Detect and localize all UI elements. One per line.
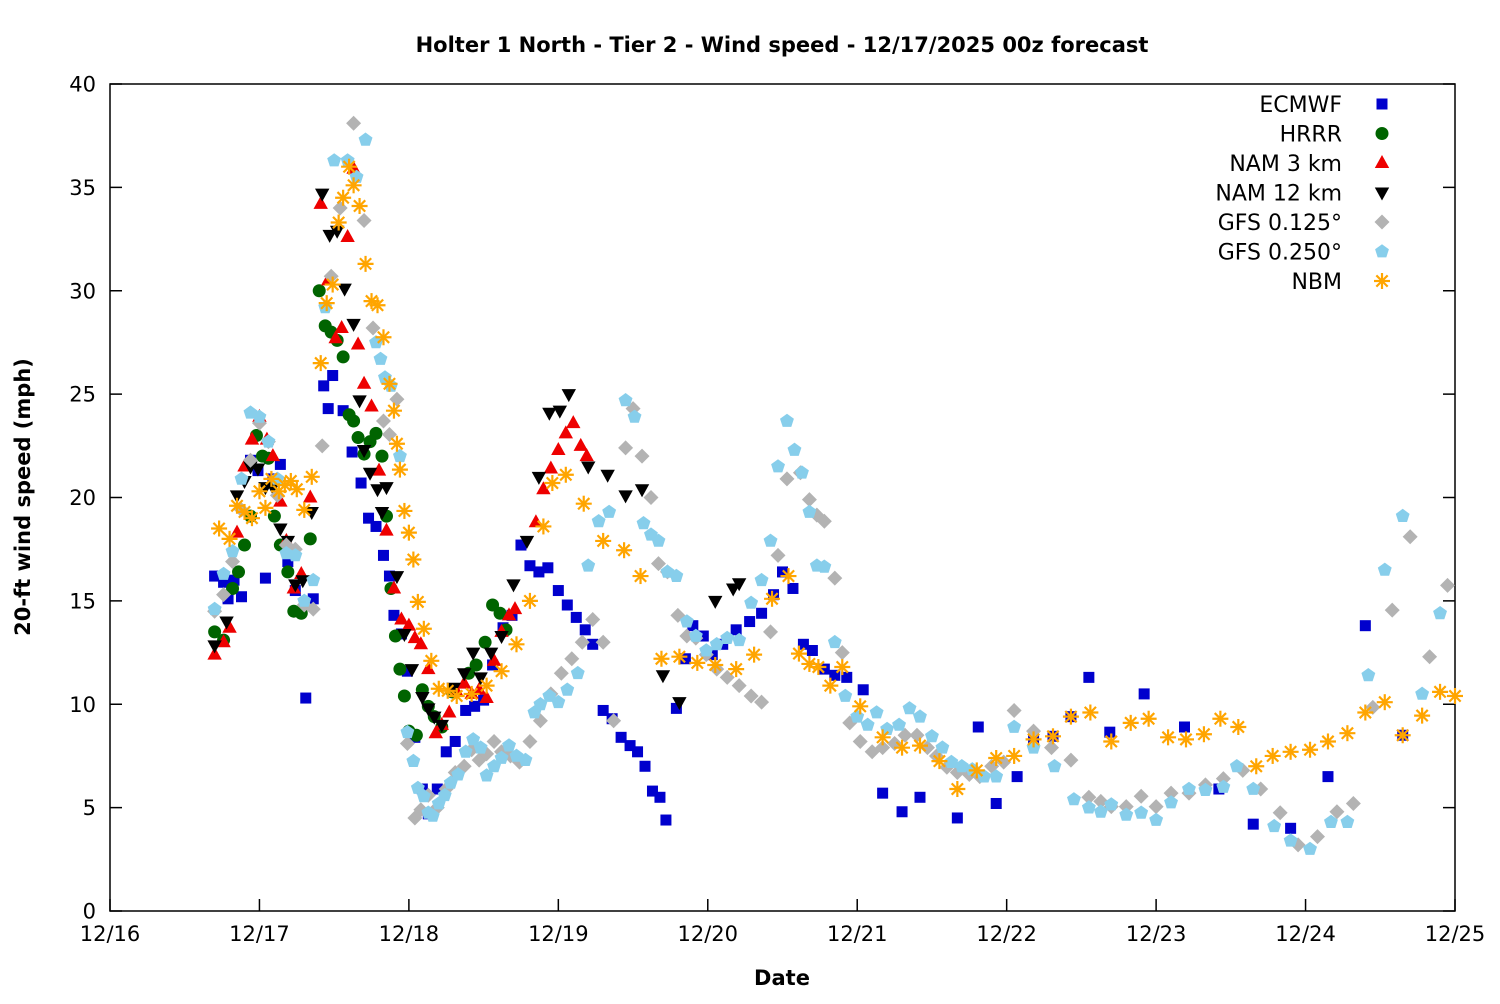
y-tick-label: 20 bbox=[69, 486, 96, 510]
series-gfs-0-250 bbox=[207, 132, 1447, 855]
x-tick-label: 12/20 bbox=[678, 922, 739, 946]
y-tick-label: 25 bbox=[69, 383, 96, 407]
x-axis-label: Date bbox=[754, 966, 810, 990]
y-tick-label: 30 bbox=[69, 279, 96, 303]
legend-entry-nam-3-km: NAM 3 km bbox=[1229, 152, 1390, 177]
series-nam-12-km bbox=[207, 188, 747, 733]
y-tick-label: 10 bbox=[69, 693, 96, 717]
legend-label-nam-12-km: NAM 12 km bbox=[1215, 182, 1342, 207]
legend-marker-hrrr-icon bbox=[1375, 127, 1389, 140]
x-tick-label: 12/16 bbox=[80, 922, 141, 946]
x-tick-labels: 12/16 12/17 12/18 12/19 12/20 12/21 12/22 12/23… bbox=[80, 922, 1486, 946]
axis-ticks bbox=[109, 83, 1456, 912]
legend-entry-gfs-0-125: GFS 0.125° bbox=[1218, 211, 1390, 236]
legend-label-gfs-0-250: GFS 0.250° bbox=[1218, 241, 1342, 266]
legend-marker-nam-3-km-icon bbox=[1374, 155, 1390, 168]
legend-label-ecmwf: ECMWF bbox=[1259, 93, 1342, 118]
legend-entry-nam-12-km: NAM 12 km bbox=[1215, 182, 1390, 207]
legend-entry-hrrr: HRRR bbox=[1280, 123, 1389, 148]
legend-label-nbm: NBM bbox=[1291, 270, 1342, 295]
legend-label-gfs-0-125: GFS 0.125° bbox=[1218, 211, 1342, 236]
y-axis-label: 20-ft wind speed (mph) bbox=[11, 358, 35, 636]
x-tick-label: 12/23 bbox=[1126, 922, 1187, 946]
x-tick-label: 12/25 bbox=[1425, 922, 1486, 946]
legend-label-hrrr: HRRR bbox=[1280, 123, 1342, 148]
series-nbm bbox=[211, 158, 1463, 798]
legend-entry-ecmwf: ECMWF bbox=[1259, 93, 1388, 118]
legend-marker-gfs-0-125-icon bbox=[1374, 214, 1390, 230]
y-tick-labels: 0 5 10 15 20 25 30 35 40 bbox=[69, 73, 96, 924]
legend-entry-gfs-0-250: GFS 0.250° bbox=[1218, 241, 1389, 266]
y-tick-label: 35 bbox=[69, 176, 96, 200]
x-tick-label: 12/22 bbox=[976, 922, 1037, 946]
x-tick-label: 12/21 bbox=[827, 922, 888, 946]
legend-entry-nbm: NBM bbox=[1291, 270, 1390, 295]
y-tick-label: 0 bbox=[83, 900, 96, 924]
x-tick-label: 12/18 bbox=[379, 922, 440, 946]
legend-marker-ecmwf-icon bbox=[1376, 98, 1388, 110]
y-tick-label: 5 bbox=[83, 796, 96, 820]
chart-title: Holter 1 North - Tier 2 - Wind speed - 1… bbox=[416, 33, 1149, 57]
chart-legend: ECMWF HRRR NAM 3 km NAM 12 km GFS 0.125° GFS … bbox=[1215, 93, 1390, 295]
legend-marker-nam-12-km-icon bbox=[1374, 187, 1390, 201]
x-tick-label: 12/17 bbox=[229, 922, 290, 946]
x-tick-label: 12/24 bbox=[1275, 922, 1336, 946]
legend-label-nam-3-km: NAM 3 km bbox=[1229, 152, 1342, 177]
legend-marker-nbm-icon bbox=[1374, 273, 1390, 289]
x-tick-label: 12/19 bbox=[528, 922, 589, 946]
data-series bbox=[207, 115, 1463, 855]
y-tick-label: 15 bbox=[69, 589, 96, 613]
legend-marker-gfs-0-250-icon bbox=[1375, 244, 1389, 258]
y-tick-label: 40 bbox=[69, 73, 96, 97]
